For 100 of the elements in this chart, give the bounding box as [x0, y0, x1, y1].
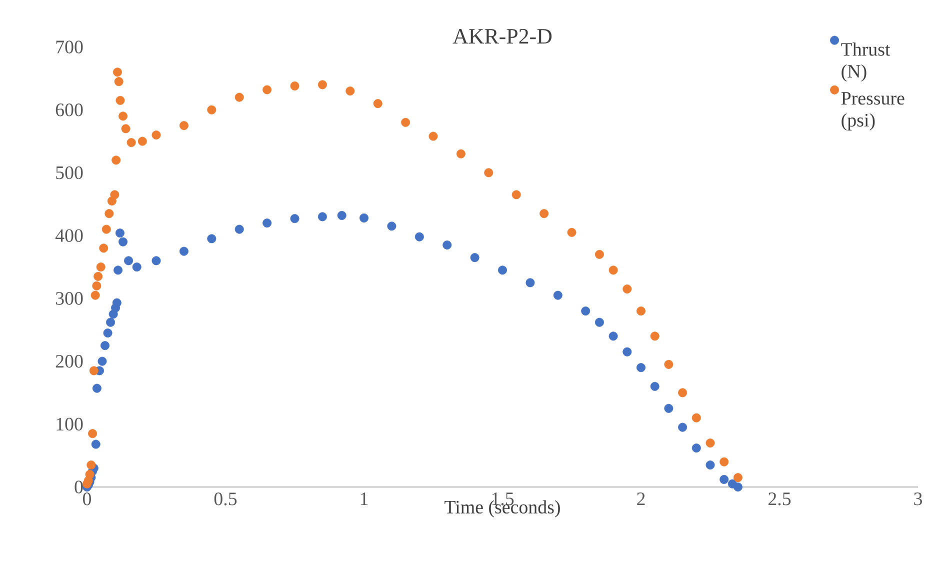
- point: [112, 156, 121, 165]
- point: [567, 228, 576, 237]
- point: [594, 318, 604, 327]
- point: [692, 413, 701, 422]
- point: [92, 281, 102, 290]
- point: [103, 328, 112, 338]
- point: [622, 347, 632, 356]
- point: [360, 213, 369, 222]
- point: [234, 92, 244, 102]
- point: [262, 218, 272, 228]
- y-tick-label: 400: [55, 229, 83, 242]
- point: [115, 228, 124, 238]
- point: [96, 262, 106, 272]
- point: [526, 278, 535, 288]
- point: [100, 341, 110, 350]
- legend-label: Thrust (N): [841, 42, 890, 82]
- point: [650, 382, 660, 391]
- point: [207, 234, 216, 244]
- point: [664, 360, 674, 369]
- point: [290, 81, 300, 90]
- point: [179, 246, 188, 256]
- point: [636, 306, 646, 316]
- point: [110, 190, 120, 200]
- y-tick-label: 0: [74, 480, 83, 494]
- point: [104, 209, 114, 218]
- point: [179, 121, 188, 130]
- point: [90, 290, 100, 300]
- point: [318, 212, 327, 222]
- point: [132, 262, 142, 272]
- point: [594, 250, 604, 259]
- point: [608, 266, 618, 275]
- point: [88, 429, 98, 438]
- point: [512, 190, 521, 200]
- point: [318, 80, 327, 90]
- point: [373, 99, 382, 108]
- y-tick-label: 200: [56, 354, 83, 368]
- legend-label: Pressure (psi): [841, 92, 904, 130]
- point: [112, 298, 122, 308]
- point: [126, 138, 136, 148]
- point: [720, 457, 729, 466]
- point: [290, 214, 300, 224]
- point: [733, 473, 742, 482]
- point: [121, 124, 130, 134]
- y-tick-label: 600: [56, 103, 83, 116]
- point: [99, 244, 108, 253]
- point: [114, 77, 124, 86]
- x-tick-label: 0: [82, 492, 92, 506]
- y-tick-label: 500: [56, 166, 83, 180]
- y-tick-label: 700: [56, 40, 83, 54]
- point: [442, 240, 452, 250]
- chart-title: AKR-P2-D: [452, 28, 552, 44]
- point: [706, 438, 715, 448]
- point: [106, 318, 116, 327]
- point: [733, 482, 742, 492]
- point: [234, 224, 244, 234]
- point: [498, 266, 508, 275]
- point: [112, 68, 122, 77]
- point: [678, 422, 688, 432]
- point: [337, 210, 346, 220]
- x-tick-label: 3: [914, 492, 922, 506]
- point: [387, 222, 396, 231]
- point: [114, 266, 123, 275]
- point: [456, 149, 466, 158]
- point: [622, 284, 632, 294]
- x-tick-label: 1: [360, 492, 368, 506]
- point: [89, 366, 98, 376]
- point: [540, 209, 549, 218]
- y-tick-label: 300: [56, 292, 83, 305]
- point: [92, 384, 102, 393]
- point: [636, 363, 646, 372]
- point: [428, 132, 438, 141]
- x-tick-label: 2: [637, 492, 645, 506]
- point: [85, 470, 94, 479]
- point: [118, 237, 128, 246]
- point: [650, 332, 660, 341]
- point: [484, 168, 494, 178]
- point: [346, 86, 355, 96]
- point: [207, 105, 216, 114]
- point: [118, 112, 128, 121]
- point: [262, 85, 272, 94]
- point: [124, 256, 134, 266]
- point: [581, 306, 590, 316]
- point: [91, 440, 100, 449]
- point: [414, 232, 424, 242]
- point: [138, 136, 147, 146]
- point: [720, 474, 729, 484]
- point: [94, 272, 103, 281]
- point: [152, 130, 161, 140]
- point: [706, 460, 715, 470]
- y-tick-label: 100: [56, 418, 83, 431]
- point: [553, 290, 562, 300]
- point: [470, 253, 480, 262]
- point: [678, 388, 688, 398]
- point: [102, 224, 111, 234]
- point: [86, 460, 96, 470]
- point: [98, 356, 107, 366]
- point: [692, 444, 701, 453]
- point: [116, 96, 125, 105]
- point: [152, 256, 161, 266]
- point: [664, 404, 674, 413]
